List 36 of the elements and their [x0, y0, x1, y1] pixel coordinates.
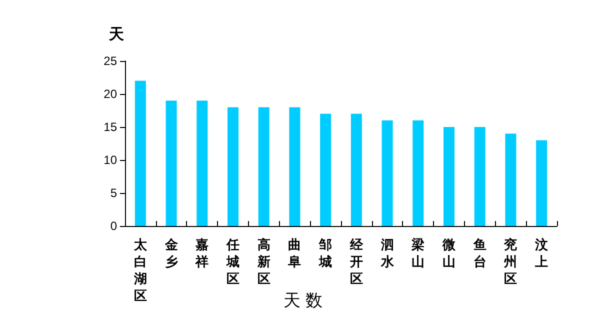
bar [536, 140, 548, 226]
bar [444, 127, 454, 226]
bar [412, 120, 424, 226]
y-tick-label: 20 [104, 87, 118, 101]
x-tick-label: 任城区 [226, 237, 240, 286]
x-tick-label: 梁山 [410, 237, 425, 269]
x-tick-label: 泗水 [380, 237, 395, 269]
bar [258, 107, 270, 226]
bar [350, 114, 362, 226]
x-tick-label: 汶上 [534, 237, 550, 269]
x-tick-label: 兖州区 [503, 237, 518, 286]
x-tick-label: 金乡 [164, 237, 179, 269]
y-tick-label: 10 [104, 153, 118, 167]
x-tick-label: 曲阜 [287, 237, 302, 269]
bar [289, 107, 300, 226]
x-tick-label: 微山 [442, 237, 456, 269]
bar [166, 100, 177, 226]
x-tick-label: 邹城 [318, 237, 332, 269]
x-tick-label: 嘉祥 [194, 237, 209, 269]
y-tick-label: 5 [110, 186, 118, 200]
bar [134, 80, 146, 226]
x-axis-title: 天 数 [284, 291, 322, 310]
bar [505, 134, 516, 226]
x-tick-label: 高新区 [256, 237, 270, 286]
y-tick-label: 25 [104, 54, 118, 68]
bar [474, 127, 486, 226]
bar [382, 120, 393, 226]
bar [320, 114, 332, 226]
bar [228, 107, 238, 226]
x-tick-label: 鱼台 [472, 237, 486, 269]
x-tick-label: 经开区 [348, 237, 364, 286]
y-tick-label: 15 [104, 120, 118, 134]
x-tick-label: 太白湖区 [132, 237, 148, 303]
bar [196, 100, 208, 226]
y-tick-label: 0 [110, 219, 118, 233]
y-axis-title: 天 [108, 26, 125, 43]
